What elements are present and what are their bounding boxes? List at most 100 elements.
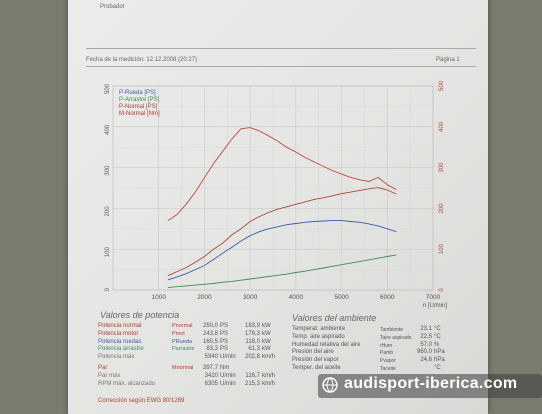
ambiente-row-value: 24,6 — [420, 357, 432, 364]
ambiente-row-label: Temper. del aceite — [292, 365, 341, 371]
ambiente-row-unit: hPa — [434, 349, 445, 356]
potencia-row-value1: 250,0 — [202, 323, 218, 329]
potencia-row-label: Potencia ruedas — [98, 338, 142, 345]
y-tick-label: 200 — [105, 206, 111, 217]
ambiente-row-value: 57,0 — [420, 341, 432, 348]
ambiente-row-symbol: Taire aspirado — [380, 334, 412, 341]
potencia-row-value2: 116,7 — [245, 372, 260, 379]
y2-tick-label: 0 — [439, 288, 445, 292]
ambiente-row-unit: °C — [434, 333, 441, 340]
ambiente-row-label: Temp. aire aspirado — [292, 333, 345, 340]
y-tick-label: 0 — [105, 287, 111, 291]
y2-tick-label: 100 — [439, 244, 445, 255]
series-line-p-arrastre — [167, 254, 397, 289]
x-tick-label: 7000 — [426, 294, 441, 301]
ambiente-row-unit: % — [434, 341, 440, 348]
potencia-row-unit2: kW — [262, 330, 271, 337]
series-line-p-rueda — [167, 220, 397, 281]
potencia-row-unit1: U/min — [220, 380, 236, 387]
potencia-row-unit2: km/h — [262, 372, 276, 379]
y2-tick-label: 200 — [439, 203, 445, 214]
potencia-row-label: Par — [98, 365, 108, 371]
dyno-printout-sheet — [68, 0, 488, 414]
potencia-row-value2: 118,0 — [245, 338, 260, 345]
series-line-p-normal — [167, 187, 397, 277]
ambiente-row-label: Temperat. ambiente — [292, 326, 346, 332]
potencia-row-symbol: Pnormal — [172, 323, 193, 329]
y2-tick-label: 300 — [439, 162, 445, 173]
ambiente-row-label: Humedad relativa del aire — [292, 341, 361, 348]
potencia-row-label: Potencia normal — [98, 323, 142, 329]
x-axis-label: n [U/min] — [423, 303, 447, 309]
ambiente-row-unit: hPa — [434, 357, 445, 364]
y-tick-label: 100 — [105, 247, 111, 258]
y2-tick-label: 500 — [439, 80, 445, 91]
potencia-row-value1: 397,7 — [202, 365, 218, 371]
potencia-row-symbol: Parrastre — [172, 346, 195, 353]
probador-label: Probador — [100, 4, 125, 10]
potencia-row-unit2: kW — [262, 323, 271, 329]
x-tick-label: 6000 — [380, 294, 395, 301]
legend-entry: M-Normal [Nm] — [119, 111, 160, 117]
ambiente-row-value: 23,1 — [420, 326, 432, 332]
potencia-row-symbol: PRueda — [172, 338, 192, 345]
potencia-row-unit1: PS — [220, 338, 229, 345]
potencia-row-symbol: Mnormal — [172, 365, 194, 371]
legend-entry: P-Arrastre [PS] — [119, 97, 160, 103]
ambiente-section-title: Valores del ambiente — [292, 313, 377, 323]
chart-lines — [167, 127, 397, 289]
potencia-row-value1: 243,8 — [202, 330, 218, 337]
x-tick-label: 2000 — [197, 294, 212, 301]
potencia-row-symbol: Pmot — [172, 330, 185, 337]
ambiente-row-symbol: Pvapor — [380, 358, 396, 365]
potencia-row-unit2: km/h — [262, 380, 276, 387]
potencia-row-unit1: PS — [220, 323, 229, 329]
potencia-row-value2: 215,3 — [244, 380, 260, 387]
potencia-row-value1: 160,5 — [202, 338, 218, 345]
x-tick-label: 4000 — [289, 294, 304, 301]
potencia-row-unit2: km/h — [262, 354, 276, 361]
chart-legend: P-Rueda [PS]P-Arrastre [PS]P-Normal [PS]… — [119, 90, 160, 117]
ambiente-row-label: Presión del aire — [292, 349, 334, 356]
series-line-m-normal — [167, 127, 397, 221]
potencia-row-label: Par máx — [98, 372, 121, 379]
potencia-row-unit2: kW — [262, 346, 271, 353]
header-divider — [86, 48, 476, 49]
y2-tick-label: 400 — [439, 121, 445, 132]
watermark-text: audisport-iberica.com — [344, 375, 518, 392]
ambiente-row-symbol: Pamb — [380, 350, 394, 357]
ambiente-row-unit: °C — [434, 326, 441, 332]
y-tick-label: 300 — [105, 165, 111, 176]
potencia-row-value2: 183,9 — [244, 323, 260, 329]
potencia-row-unit1: Nm — [220, 365, 230, 371]
chart-grid — [112, 85, 434, 291]
potencia-row-label: Potencia máx — [98, 354, 135, 361]
potencia-section-title: Valores de potencia — [100, 310, 180, 320]
potencia-row-label: RPM máx. alcanzado — [98, 380, 156, 387]
x-tick-label: 1000 — [151, 294, 166, 301]
date-label: Fecha de la medición: 12.12.2008 (20:27) — [86, 57, 198, 63]
potencia-row-unit1: PS — [220, 346, 229, 353]
potencia-row-value2: 61,3 — [248, 346, 260, 353]
globe-logo-icon — [322, 377, 338, 393]
ambiente-row-label: Presión del vapor — [292, 357, 339, 364]
y-tick-label: 500 — [105, 83, 111, 94]
legend-entry: P-Normal [PS] — [119, 104, 158, 110]
ambiente-row-symbol: rHum — [380, 342, 393, 349]
potencia-row-label: Potencia arrastre — [98, 346, 144, 353]
x-tick-label: 5000 — [334, 294, 349, 301]
chart-ticks: 1000 2000 3000 4000 5000 6000 7000010020030040… — [105, 80, 447, 309]
potencia-row-label: Potencia motor — [98, 330, 139, 337]
watermark-banner: audisport-iberica.com — [318, 374, 542, 398]
potencia-row-value1: 83,3 — [206, 346, 218, 353]
ambiente-row-value: 22,5 — [420, 333, 432, 340]
legend-entry: P-Rueda [PS] — [119, 90, 156, 96]
x-tick-label: 3000 — [243, 294, 258, 301]
date-divider — [86, 66, 476, 67]
ambiente-row-symbol: Taceite — [380, 366, 396, 372]
potencia-row-value1: 6305 — [204, 380, 218, 387]
potencia-row-value1: 3420 — [204, 372, 218, 379]
page-label: Página 1 — [436, 57, 460, 63]
ambiente-row-unit: °C — [434, 365, 441, 371]
